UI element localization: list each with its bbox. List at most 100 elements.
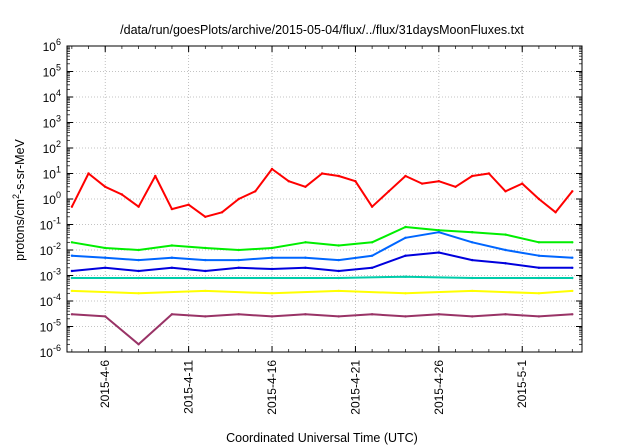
data-point bbox=[571, 256, 574, 259]
data-point bbox=[270, 315, 274, 318]
data-point bbox=[304, 266, 307, 269]
axis-ticks bbox=[67, 45, 582, 353]
data-point bbox=[404, 174, 407, 178]
data-point bbox=[404, 225, 407, 229]
data-point bbox=[454, 185, 457, 188]
data-point bbox=[120, 193, 124, 196]
data-point bbox=[137, 276, 140, 280]
data-point bbox=[437, 313, 440, 316]
data-point bbox=[387, 190, 390, 193]
y-tick-label: 10-3 bbox=[40, 267, 61, 284]
data-point bbox=[170, 313, 174, 316]
data-point bbox=[571, 289, 574, 293]
data-point bbox=[337, 315, 340, 318]
data-point bbox=[320, 172, 324, 175]
x-tick-label: 2015-4-16 bbox=[265, 360, 279, 415]
y-axis-label: protons/cm2-s-sr-MeV bbox=[11, 138, 27, 260]
data-point bbox=[254, 190, 257, 193]
data-point bbox=[204, 315, 207, 318]
data-point bbox=[270, 267, 274, 271]
data-point bbox=[571, 313, 574, 316]
data-point bbox=[537, 266, 541, 269]
y-tick-label: 105 bbox=[43, 63, 61, 80]
data-point bbox=[154, 174, 157, 178]
data-point bbox=[437, 251, 440, 254]
data-point bbox=[370, 254, 374, 257]
data-point bbox=[404, 315, 407, 318]
series-3 bbox=[70, 251, 574, 273]
data-point bbox=[304, 313, 307, 316]
series-4 bbox=[70, 275, 574, 280]
data-point bbox=[504, 262, 507, 265]
data-point bbox=[521, 182, 524, 185]
data-point bbox=[270, 292, 274, 295]
data-point bbox=[437, 180, 440, 183]
x-tick-label: 2015-4-6 bbox=[98, 360, 112, 408]
data-point bbox=[504, 313, 507, 316]
data-point bbox=[571, 190, 574, 193]
data-point bbox=[70, 313, 74, 316]
y-tick-label: 103 bbox=[43, 114, 61, 131]
y-tick-label: 10-2 bbox=[40, 241, 61, 258]
x-tick-label: 2015-4-26 bbox=[432, 360, 446, 415]
y-tick-label: 102 bbox=[43, 139, 61, 156]
series-6 bbox=[70, 313, 574, 346]
data-point bbox=[487, 172, 491, 175]
data-point bbox=[204, 215, 207, 218]
x-axis-label: Coordinated Universal Time (UTC) bbox=[226, 431, 418, 445]
series-line bbox=[71, 226, 573, 251]
data-point bbox=[337, 276, 340, 280]
data-point bbox=[537, 197, 541, 201]
data-point bbox=[237, 266, 240, 269]
series-line bbox=[71, 231, 573, 262]
data-point bbox=[87, 172, 90, 175]
x-tick-labels: 2015-4-6 2015-4-11 2015-4-16 2015-4-21 2015-… bbox=[98, 360, 529, 415]
data-point bbox=[287, 180, 290, 183]
data-point bbox=[104, 315, 107, 318]
series-line bbox=[71, 313, 573, 346]
y-tick-label: 10-4 bbox=[40, 292, 61, 309]
data-point bbox=[70, 205, 74, 208]
y-tick-label: 10-1 bbox=[40, 216, 61, 233]
data-point bbox=[170, 207, 174, 211]
data-point bbox=[104, 185, 107, 188]
data-point bbox=[354, 180, 357, 183]
data-point bbox=[270, 167, 274, 171]
data-point bbox=[270, 246, 274, 250]
data-point bbox=[471, 315, 474, 318]
data-point bbox=[304, 241, 307, 244]
data-point bbox=[204, 269, 207, 273]
y-tick-label: 10-5 bbox=[40, 318, 61, 335]
chart-title: /data/run/goesPlots/archive/2015-05-04/f… bbox=[120, 23, 524, 37]
x-tick-label: 2015-5-1 bbox=[515, 360, 529, 408]
data-point bbox=[170, 266, 174, 269]
data-point bbox=[220, 211, 224, 214]
x-tick-label: 2015-4-11 bbox=[182, 360, 196, 414]
data-point bbox=[404, 236, 407, 239]
series-0 bbox=[70, 167, 574, 218]
data-point bbox=[571, 276, 574, 280]
y-tick-label: 10-6 bbox=[40, 343, 61, 360]
data-point bbox=[104, 266, 107, 269]
data-point bbox=[471, 174, 474, 178]
series-line bbox=[71, 251, 573, 272]
data-point bbox=[70, 289, 74, 293]
data-point bbox=[270, 256, 274, 259]
data-point bbox=[337, 269, 340, 273]
data-point bbox=[504, 248, 507, 252]
data-point bbox=[437, 231, 440, 234]
data-point bbox=[404, 292, 407, 295]
x-tick-label: 2015-4-21 bbox=[348, 360, 362, 415]
data-point bbox=[137, 343, 140, 346]
data-point bbox=[571, 241, 574, 244]
data-point bbox=[304, 185, 307, 188]
data-point bbox=[370, 241, 374, 244]
data-point bbox=[504, 190, 507, 193]
data-point bbox=[70, 241, 74, 244]
data-point bbox=[437, 229, 440, 232]
grid-lines bbox=[67, 46, 582, 352]
data-point bbox=[137, 292, 140, 295]
data-point bbox=[137, 258, 140, 262]
